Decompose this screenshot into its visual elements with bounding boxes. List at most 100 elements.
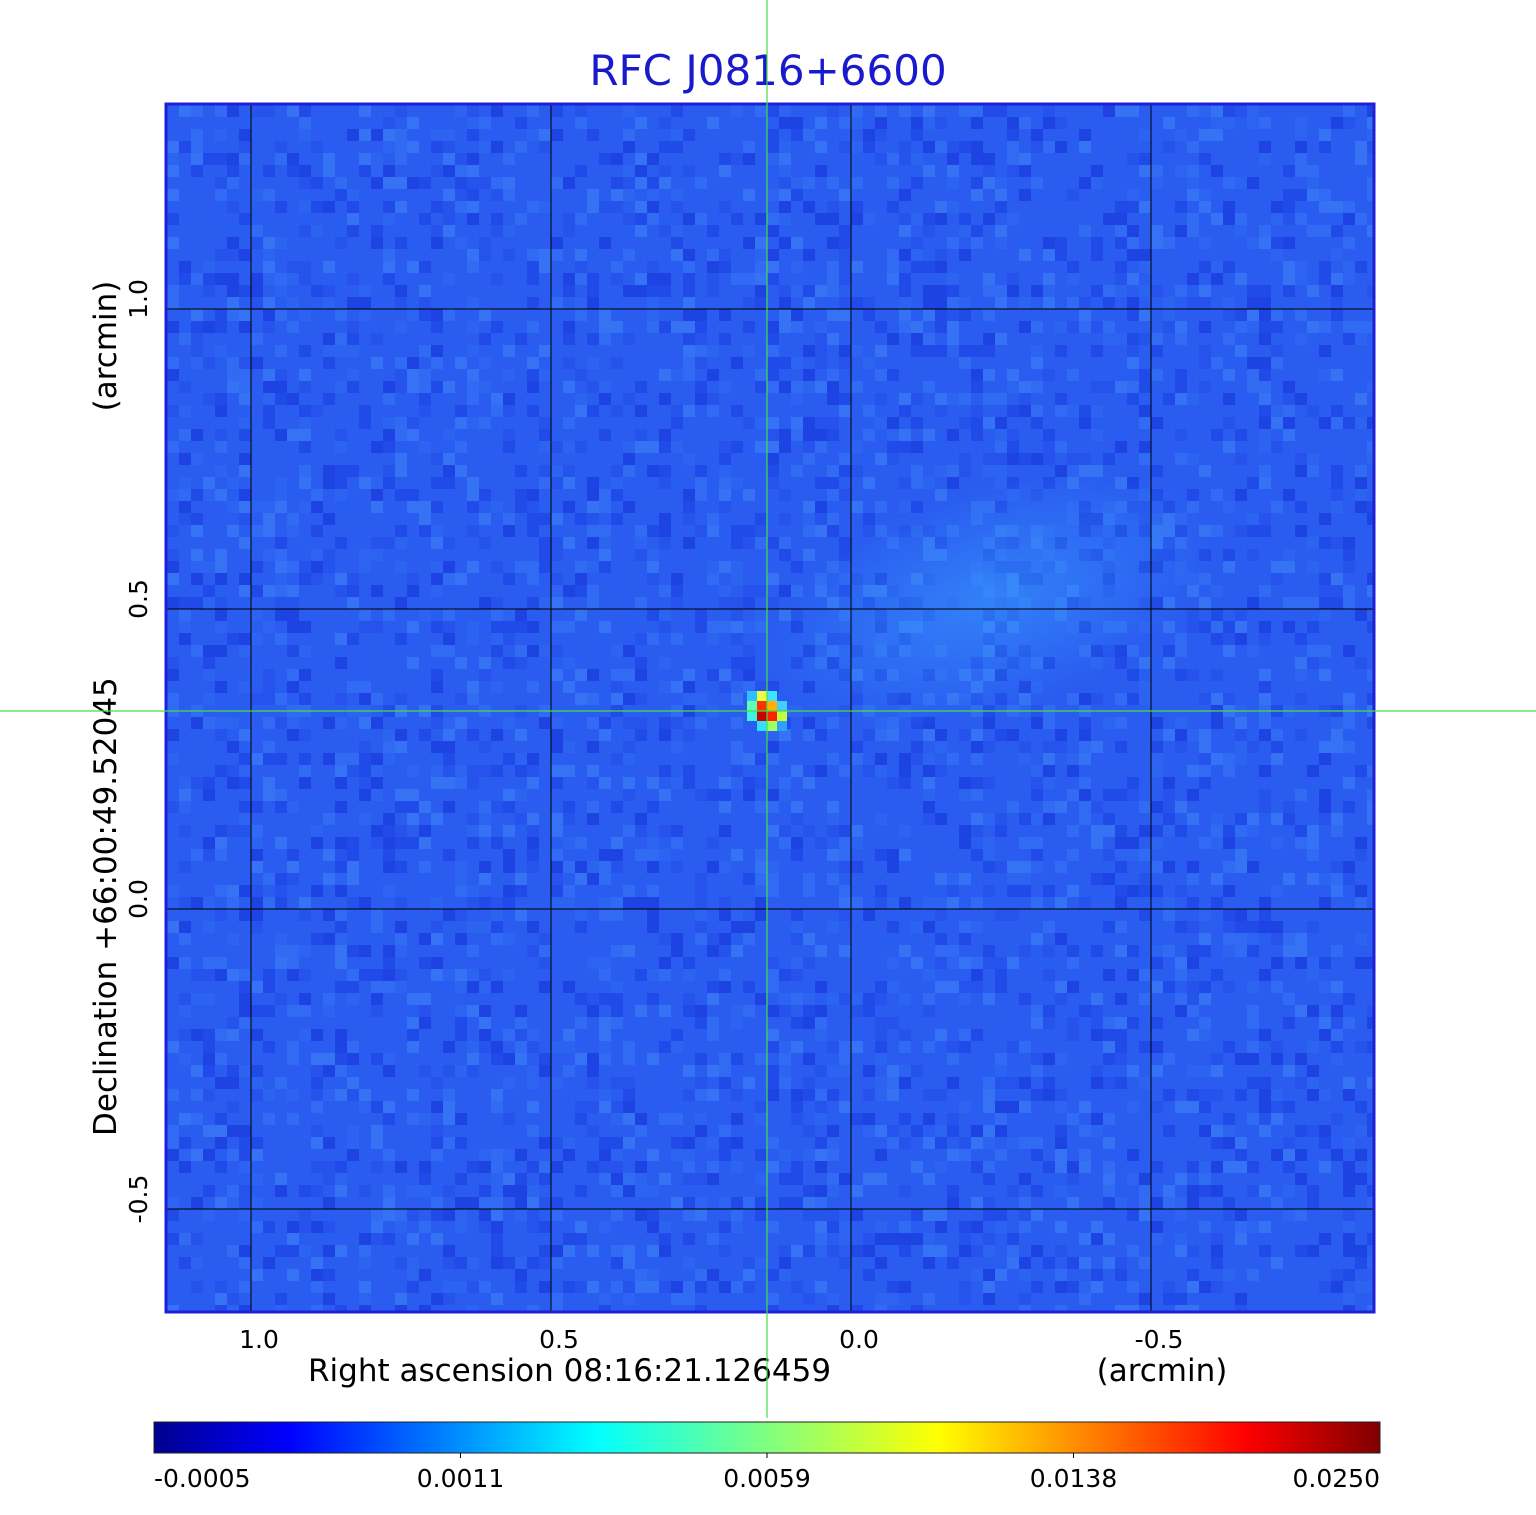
noise-pixel <box>1127 393 1139 405</box>
noise-pixel <box>1211 1161 1223 1173</box>
noise-pixel <box>1271 813 1283 825</box>
noise-pixel <box>731 681 743 693</box>
noise-pixel <box>635 669 647 681</box>
noise-pixel <box>755 237 767 249</box>
noise-pixel <box>455 189 467 201</box>
noise-pixel <box>923 141 935 153</box>
noise-pixel <box>263 717 275 729</box>
noise-pixel <box>1175 1005 1187 1017</box>
noise-pixel <box>527 657 539 669</box>
noise-pixel <box>575 1017 587 1029</box>
noise-pixel <box>275 1305 287 1311</box>
noise-pixel <box>1211 1113 1223 1125</box>
noise-pixel <box>1295 1173 1307 1185</box>
noise-pixel <box>1139 1173 1151 1185</box>
noise-pixel <box>887 1101 899 1113</box>
noise-pixel <box>431 921 443 933</box>
noise-pixel <box>1271 933 1283 945</box>
noise-pixel <box>455 1029 467 1041</box>
noise-pixel <box>1331 549 1343 561</box>
noise-pixel <box>311 1305 323 1311</box>
noise-pixel <box>695 621 707 633</box>
noise-pixel <box>455 549 467 561</box>
noise-pixel <box>659 585 671 597</box>
noise-pixel <box>959 873 971 885</box>
noise-pixel <box>299 969 311 981</box>
noise-pixel <box>1235 825 1247 837</box>
noise-pixel <box>755 513 767 525</box>
noise-pixel <box>1199 357 1211 369</box>
x-tick-labels: 1.0 0.5 0.0 -0.5 <box>239 1325 1183 1354</box>
noise-pixel <box>899 153 911 165</box>
noise-pixel <box>719 309 731 321</box>
noise-pixel <box>251 285 263 297</box>
noise-pixel <box>1079 297 1091 309</box>
noise-pixel <box>419 285 431 297</box>
noise-pixel <box>611 861 623 873</box>
noise-pixel <box>1067 945 1079 957</box>
noise-pixel <box>527 1029 539 1041</box>
noise-pixel <box>215 1113 227 1125</box>
noise-pixel <box>1367 957 1373 969</box>
noise-pixel <box>539 1257 551 1269</box>
noise-pixel <box>863 141 875 153</box>
noise-pixel <box>599 765 611 777</box>
noise-pixel <box>803 1077 815 1089</box>
noise-pixel <box>1151 861 1163 873</box>
noise-pixel <box>563 1245 575 1257</box>
noise-pixel <box>1331 861 1343 873</box>
noise-pixel <box>323 849 335 861</box>
noise-pixel <box>347 129 359 141</box>
noise-pixel <box>887 261 899 273</box>
noise-pixel <box>755 609 767 621</box>
noise-pixel <box>515 1029 527 1041</box>
noise-pixel <box>827 501 839 513</box>
noise-pixel <box>635 849 647 861</box>
noise-pixel <box>407 1041 419 1053</box>
noise-pixel <box>995 969 1007 981</box>
noise-pixel <box>431 645 443 657</box>
noise-pixel <box>1211 621 1223 633</box>
noise-pixel <box>1307 1125 1319 1137</box>
noise-pixel <box>539 345 551 357</box>
noise-pixel <box>611 321 623 333</box>
noise-pixel <box>215 1125 227 1137</box>
noise-pixel <box>671 249 683 261</box>
noise-pixel <box>575 105 587 117</box>
noise-pixel <box>419 129 431 141</box>
noise-pixel <box>731 561 743 573</box>
noise-pixel <box>1175 333 1187 345</box>
noise-pixel <box>647 1245 659 1257</box>
noise-pixel <box>995 1101 1007 1113</box>
noise-pixel <box>455 1281 467 1293</box>
noise-pixel <box>167 573 179 585</box>
noise-pixel <box>611 801 623 813</box>
noise-pixel <box>1055 729 1067 741</box>
noise-pixel <box>383 729 395 741</box>
noise-pixel <box>563 105 575 117</box>
noise-pixel <box>971 105 983 117</box>
noise-pixel <box>1019 1137 1031 1149</box>
noise-pixel <box>419 1005 431 1017</box>
noise-pixel <box>1367 1281 1373 1293</box>
noise-pixel <box>491 561 503 573</box>
noise-pixel <box>167 189 179 201</box>
noise-pixel <box>839 753 851 765</box>
noise-pixel <box>683 1089 695 1101</box>
noise-pixel <box>851 201 863 213</box>
noise-pixel <box>203 645 215 657</box>
noise-pixel <box>1067 1281 1079 1293</box>
noise-pixel <box>779 261 791 273</box>
noise-pixel <box>1187 981 1199 993</box>
noise-pixel <box>515 753 527 765</box>
noise-pixel <box>1343 1137 1355 1149</box>
noise-pixel <box>971 813 983 825</box>
noise-pixel <box>1043 369 1055 381</box>
noise-pixel <box>719 153 731 165</box>
noise-pixel <box>611 1029 623 1041</box>
noise-pixel <box>251 1005 263 1017</box>
noise-pixel <box>239 537 251 549</box>
noise-pixel <box>1019 297 1031 309</box>
noise-pixel <box>227 525 239 537</box>
